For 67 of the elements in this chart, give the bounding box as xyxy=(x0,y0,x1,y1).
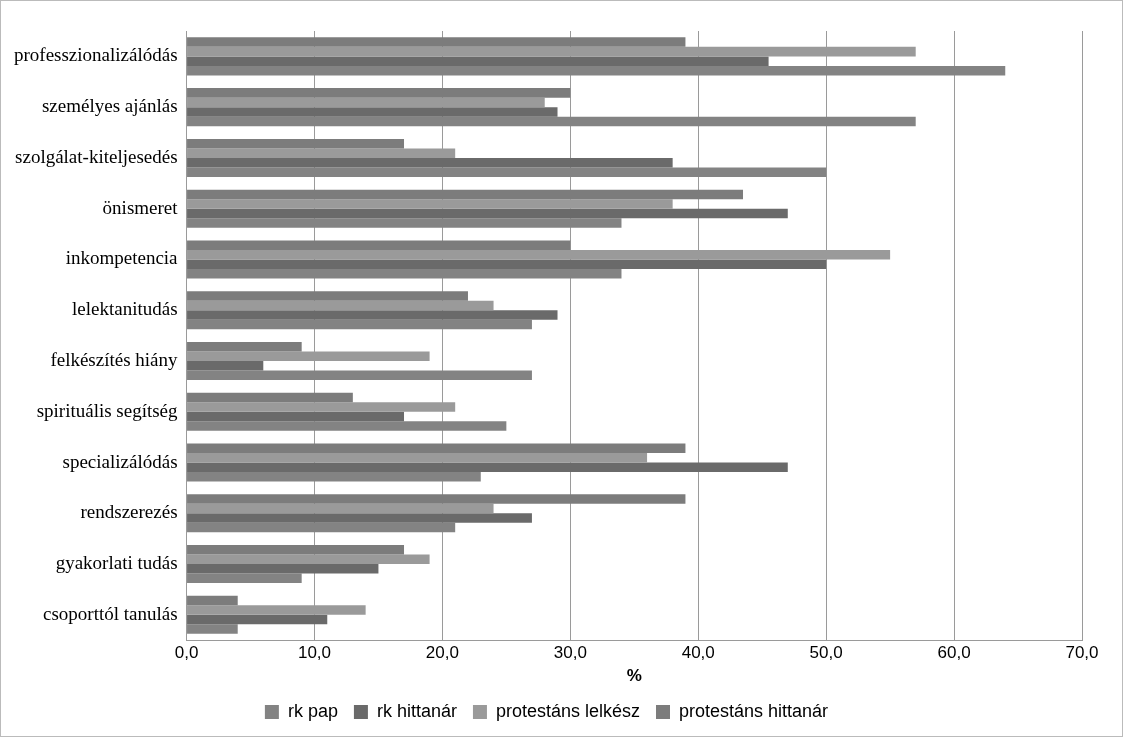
y-tick-label: rendszerezés xyxy=(80,501,178,523)
bar xyxy=(187,259,827,269)
bar xyxy=(187,595,238,606)
bar xyxy=(187,443,686,453)
bar xyxy=(187,97,545,108)
bar xyxy=(187,56,769,66)
bar xyxy=(187,421,507,431)
bar xyxy=(187,88,571,98)
bar xyxy=(187,291,468,301)
bar xyxy=(187,494,686,504)
y-tick-label: felkészítés hiány xyxy=(50,348,179,370)
bar xyxy=(187,138,405,149)
bar xyxy=(187,573,302,584)
bar xyxy=(187,341,302,352)
bar xyxy=(187,614,328,625)
bar xyxy=(187,564,379,574)
y-tick-label: professzionalizálódás xyxy=(13,44,178,66)
x-tick-label: 50,0 xyxy=(809,643,843,663)
bar xyxy=(187,370,532,381)
bar xyxy=(187,472,481,482)
y-tick-label: spirituális segítség xyxy=(36,399,179,421)
bar xyxy=(187,624,238,634)
legend-label: protestáns lelkész xyxy=(495,700,641,721)
bar xyxy=(187,199,673,209)
y-tick-label: specializálódás xyxy=(62,450,178,472)
bar xyxy=(187,522,456,533)
bar xyxy=(187,189,744,200)
y-tick-label: önismeret xyxy=(102,196,179,218)
bar xyxy=(187,167,827,177)
bar xyxy=(187,545,405,555)
bar xyxy=(187,218,622,228)
y-tick-label: lelektanitudás xyxy=(72,298,178,320)
y-tick-label: személyes ajánlás xyxy=(41,95,178,117)
bar xyxy=(187,513,532,523)
bar xyxy=(187,240,571,250)
bar xyxy=(187,360,264,371)
bar xyxy=(187,157,673,168)
x-tick-label: 0,0 xyxy=(174,643,199,663)
bar xyxy=(187,453,648,463)
x-tick-label: 40,0 xyxy=(681,643,715,663)
bar xyxy=(187,462,788,473)
legend-label: rk hittanár xyxy=(376,700,457,721)
y-tick-label: gyakorlati tudás xyxy=(55,552,178,574)
bar xyxy=(187,300,494,311)
bar xyxy=(187,116,916,127)
bar xyxy=(187,554,430,565)
y-tick-label: inkompetencia xyxy=(65,247,179,269)
x-tick-label: 70,0 xyxy=(1065,643,1099,663)
bar xyxy=(187,392,353,403)
bar xyxy=(187,65,1006,76)
x-tick-label: 20,0 xyxy=(425,643,459,663)
x-tick-label: 30,0 xyxy=(553,643,587,663)
bar xyxy=(187,319,532,330)
bar xyxy=(187,411,405,422)
y-tick-label: szolgálat-kiteljesedés xyxy=(15,145,178,167)
x-tick-label: 60,0 xyxy=(937,643,971,663)
bar xyxy=(187,208,788,219)
legend-label: rk pap xyxy=(287,700,338,721)
bar xyxy=(187,37,686,47)
x-axis-title: % xyxy=(626,666,642,686)
bar xyxy=(187,503,494,514)
y-tick-label: csoporttól tanulás xyxy=(42,602,178,624)
x-tick-label: 10,0 xyxy=(297,643,332,663)
bar xyxy=(187,107,558,117)
bar xyxy=(187,268,622,279)
bar xyxy=(187,310,558,320)
legend-label: protestáns hittanár xyxy=(679,700,829,721)
